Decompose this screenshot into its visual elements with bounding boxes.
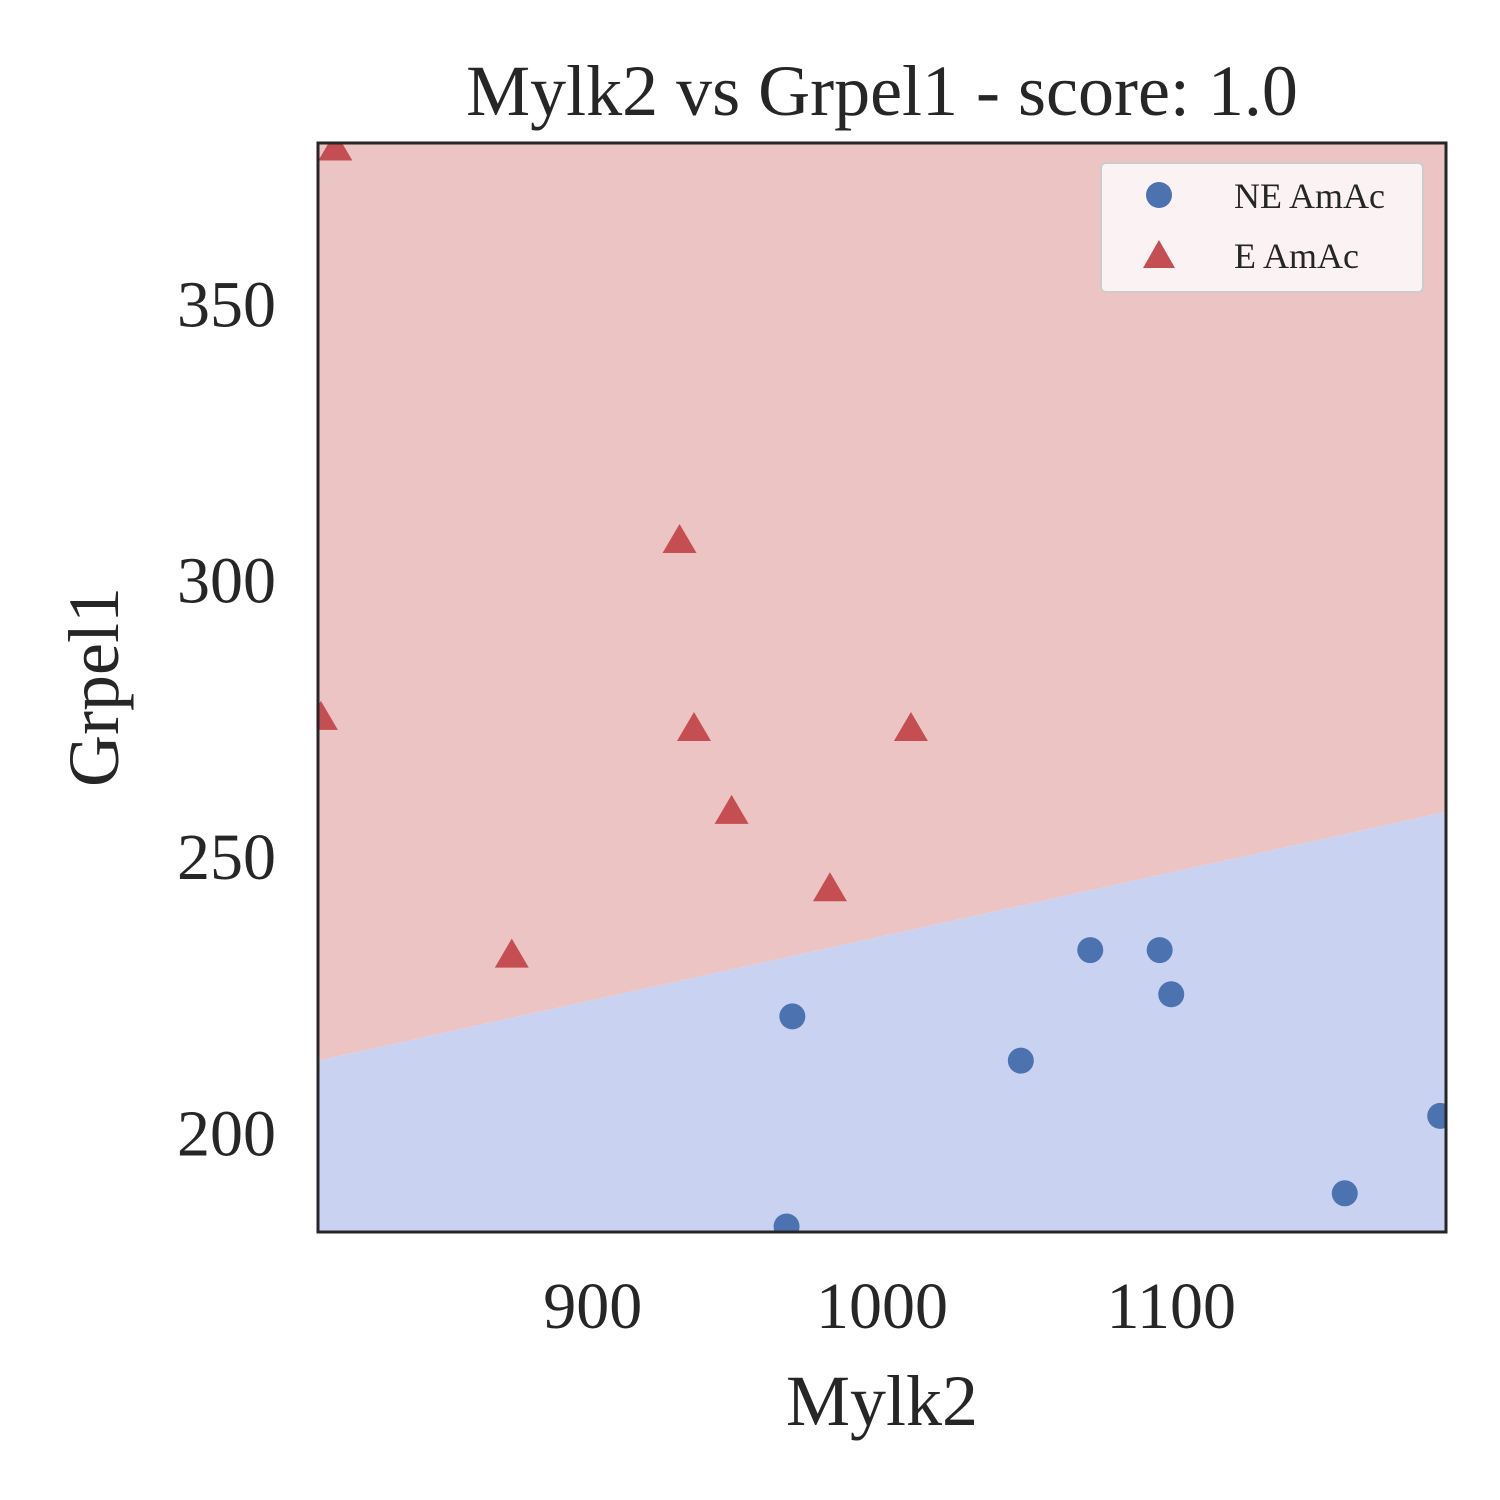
point-ne-amac-6 <box>1158 981 1185 1008</box>
point-e-amac-3 <box>494 938 529 968</box>
legend-marker-ne-amac <box>1146 182 1172 208</box>
point-e-amac-8 <box>893 711 928 741</box>
point-ne-amac-3 <box>1007 1047 1034 1074</box>
legend-label-ne-amac: NE AmAc <box>1234 176 1385 216</box>
point-e-amac-5 <box>677 711 711 741</box>
data-points <box>318 143 1446 1232</box>
x-tick-label: 900 <box>543 1270 642 1343</box>
point-e-amac-1 <box>318 143 353 161</box>
point-ne-amac-8 <box>1427 1102 1446 1129</box>
point-ne-amac-7 <box>1331 1180 1358 1207</box>
y-tick-label: 200 <box>177 1097 276 1170</box>
x-tick-label: 1000 <box>816 1270 948 1343</box>
point-e-amac-2 <box>318 700 338 730</box>
plot-frame <box>316 141 1448 1234</box>
point-e-amac-4 <box>662 524 697 554</box>
point-ne-amac-4 <box>1077 937 1104 964</box>
x-tick-label: 1100 <box>1106 1270 1236 1343</box>
legend-box <box>1100 162 1424 293</box>
y-tick-label: 350 <box>177 268 276 341</box>
point-e-amac-7 <box>812 872 847 902</box>
y-tick-label: 300 <box>177 545 276 618</box>
chart-title: Mylk2 vs Grpel1 - score: 1.0 <box>466 51 1298 131</box>
decision-region-e-amac <box>318 143 1446 1061</box>
legend-label-e-amac: E AmAc <box>1234 236 1359 276</box>
point-ne-amac-2 <box>773 1213 800 1232</box>
point-ne-amac-5 <box>1146 937 1173 964</box>
x-axis-label: Mylk2 <box>786 1361 978 1441</box>
y-tick-label: 250 <box>177 821 276 894</box>
y-axis-ticks: 200 250 300 350 <box>177 268 276 1170</box>
point-ne-amac-1 <box>779 1003 806 1030</box>
x-axis-ticks: 900 1000 1100 <box>543 1270 1236 1343</box>
legend-marker-e-amac <box>1143 240 1175 268</box>
decision-region-ne-amac <box>318 811 1446 1232</box>
legend: NE AmAc E AmAc <box>1100 162 1424 293</box>
y-axis-label: Grpel1 <box>54 587 134 787</box>
point-e-amac-6 <box>714 794 749 824</box>
